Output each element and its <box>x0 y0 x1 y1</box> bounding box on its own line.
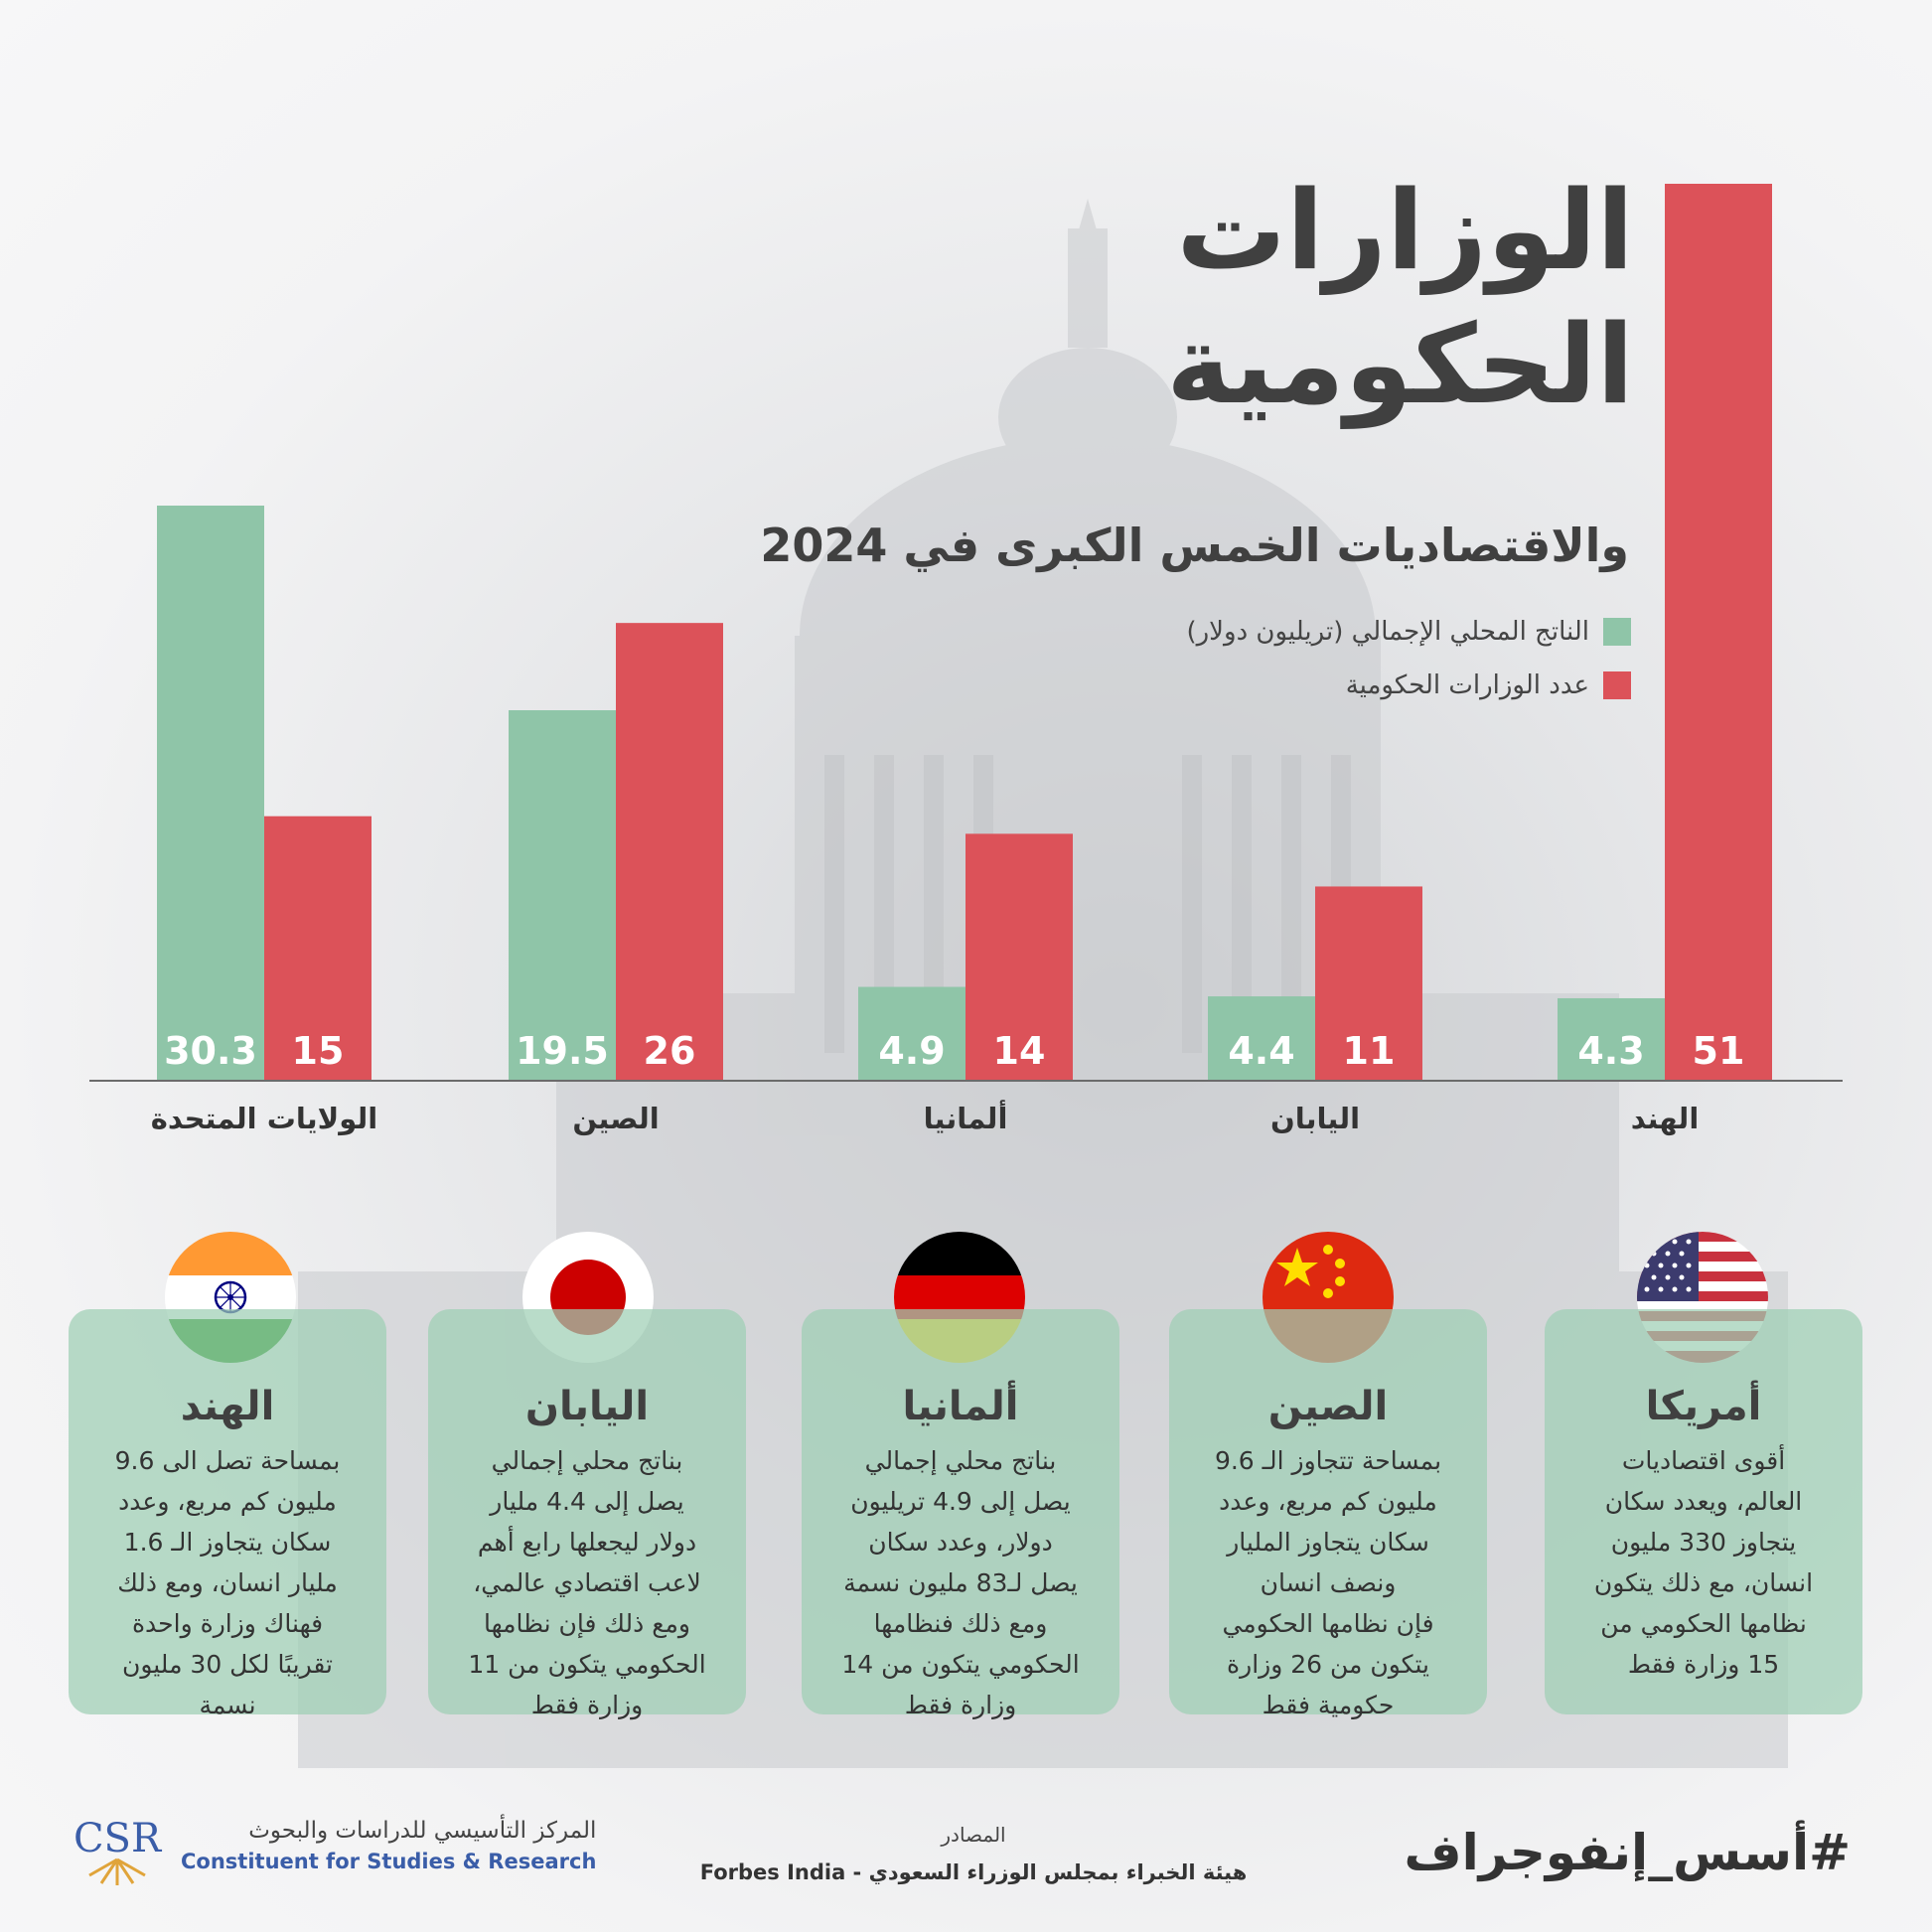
card-line: يصل إلى 4.9 تريليون <box>850 1487 1071 1516</box>
card-line: سكان يتجاوز المليار <box>1227 1528 1429 1557</box>
data-label-gdp-3: 4.4 <box>1228 1029 1294 1073</box>
category-label-4: الهند <box>1631 1102 1700 1135</box>
bar-gdp-0 <box>157 506 264 1080</box>
card-line: بناتج محلي إجمالي <box>864 1446 1057 1475</box>
data-label-ministries-2: 14 <box>993 1029 1046 1073</box>
card-line: فهناك وزارة واحدة <box>131 1609 324 1638</box>
card-line: نظامها الحكومي من <box>1600 1609 1807 1638</box>
data-label-gdp-2: 4.9 <box>878 1029 945 1073</box>
data-label-gdp-1: 19.5 <box>516 1029 609 1073</box>
bar-gdp-2 <box>858 986 966 1080</box>
data-label-gdp-4: 4.3 <box>1577 1029 1644 1073</box>
card-text: بناتج محلي إجمالي يصل إلى 4.9 تريليون دو… <box>827 1440 1094 1725</box>
organization-name: المركز التأسيسي للدراسات والبحوث Constit… <box>181 1818 596 1873</box>
card-line: نسمة <box>199 1691 256 1719</box>
legend-item-gdp: الناتج المحلي الإجمالي (تريليون دولار) <box>1186 616 1631 648</box>
card-line: تقريبًا لكل 30 مليون <box>121 1650 334 1679</box>
card-line: مليار انسان، ومع ذلك <box>117 1568 338 1597</box>
country-card-usa: أمريكا أقوى اقتصاديات العالم، ويعدد سكان… <box>1545 1309 1862 1714</box>
hashtag: #أسس_إنفوجراف <box>1404 1824 1852 1881</box>
data-label-gdp-0: 30.3 <box>164 1029 257 1073</box>
bar-ministries-2 <box>966 833 1073 1080</box>
card-line: الحكومي يتكون من 11 <box>468 1650 706 1679</box>
card-line: الحكومي يتكون من 14 <box>841 1650 1080 1679</box>
legend-swatch-ministries <box>1603 671 1631 699</box>
organization-name-ar: المركز التأسيسي للدراسات والبحوث <box>248 1818 597 1844</box>
data-label-ministries-0: 15 <box>292 1029 345 1073</box>
country-card-japan: اليابان بناتج محلي إجمالي يصل إلى 4.4 مل… <box>428 1309 746 1719</box>
data-label-ministries-4: 51 <box>1693 1029 1745 1073</box>
title-line-1: الوزارات <box>1176 167 1634 294</box>
card-title: ألمانيا <box>902 1384 1019 1429</box>
bar-gdp-4 <box>1558 997 1665 1080</box>
card-line: ومع ذلك فنظامها <box>873 1609 1048 1638</box>
card-line: مليون كم مربع، وعدد <box>1219 1487 1437 1516</box>
bar-ministries-3 <box>1315 886 1422 1080</box>
category-label-2: ألمانيا <box>924 1100 1008 1135</box>
legend-label-gdp: الناتج المحلي الإجمالي (تريليون دولار) <box>1186 617 1589 647</box>
chart-subtitle: والاقتصاديات الخمس الكبرى في 2024 <box>760 519 1629 572</box>
legend-item-ministries: عدد الوزارات الحكومية <box>1186 669 1631 701</box>
card-line: انسان، مع ذلك يتكون <box>1593 1568 1814 1597</box>
card-line: سكان يتجاوز الـ 1.6 <box>123 1528 332 1557</box>
title-line-2: الحكومية <box>1166 301 1634 428</box>
country-card-india: الهند بمساحة تصل الى 9.6 مليون كم مربع، … <box>69 1309 386 1719</box>
sources-text: هيئة الخبراء بمجلس الوزراء السعودي - For… <box>699 1860 1248 1884</box>
logo-text: CSR <box>74 1816 163 1861</box>
card-text: أقوى اقتصاديات العالم، ويعدد سكان يتجاوز… <box>1570 1440 1837 1685</box>
country-card-china: الصين بمساحة تتجاوز الـ 9.6 مليون كم مرب… <box>1169 1309 1487 1719</box>
card-line: بناتج محلي إجمالي <box>491 1446 683 1475</box>
card-text: بمساحة تتجاوز الـ 9.6 مليون كم مربع، وعد… <box>1195 1440 1461 1725</box>
card-title: اليابان <box>524 1384 650 1429</box>
card-line: حكومية فقط <box>1262 1691 1395 1719</box>
bar-chart: 30.3 15 الولايات المتحدة 19.5 26 الصين 4.9 14 أل… <box>89 184 1843 1135</box>
card-line: وزارة فقط <box>530 1691 644 1719</box>
bar-gdp-3 <box>1208 996 1315 1080</box>
card-line: لاعب اقتصادي عالمي، <box>473 1568 701 1597</box>
card-line: دولار، وعدد سكان <box>868 1528 1053 1557</box>
card-line: 15 وزارة فقط <box>1627 1650 1780 1679</box>
card-line: مليون كم مربع، وعدد <box>118 1487 337 1516</box>
sources-title: المصادر <box>941 1823 1006 1847</box>
card-line: يتكون من 26 وزارة <box>1227 1650 1429 1679</box>
card-line: العالم، ويعدد سكان <box>1604 1487 1803 1516</box>
chart-legend: الناتج المحلي الإجمالي (تريليون دولار) ع… <box>1186 616 1631 723</box>
card-line: أقوى اقتصاديات <box>1621 1446 1786 1475</box>
category-label-1: الصين <box>572 1102 659 1135</box>
card-title: أمريكا <box>1645 1384 1762 1429</box>
chart-title: الوزارات الحكومية <box>1166 164 1634 432</box>
card-text: بناتج محلي إجمالي يصل إلى 4.4 مليار دولا… <box>454 1440 720 1725</box>
bar-ministries-4 <box>1665 184 1772 1080</box>
sources: المصادر هيئة الخبراء بمجلس الوزراء السعو… <box>666 1823 1281 1884</box>
category-label-3: اليابان <box>1270 1102 1360 1135</box>
card-line: يصل لـ83 مليون نسمة <box>843 1568 1078 1597</box>
legend-swatch-gdp <box>1603 618 1631 646</box>
data-label-ministries-3: 11 <box>1343 1029 1396 1073</box>
category-label-0: الولايات المتحدة <box>151 1102 378 1135</box>
bar-ministries-0 <box>264 816 372 1080</box>
csr-logo: CSR <box>74 1816 163 1885</box>
card-text: بمساحة تصل الى 9.6 مليون كم مربع، وعدد س… <box>94 1440 361 1725</box>
organization-name-en: Constituent for Studies & Research <box>181 1850 597 1873</box>
card-line: وزارة فقط <box>904 1691 1017 1719</box>
card-line: يصل إلى 4.4 مليار <box>490 1487 684 1516</box>
card-line: يتجاوز 330 مليون <box>1610 1528 1797 1557</box>
card-line: دولار ليجعلها رابع أهم <box>477 1528 697 1557</box>
data-label-ministries-1: 26 <box>644 1029 696 1073</box>
bar-gdp-1 <box>509 710 616 1080</box>
bar-ministries-1 <box>616 623 723 1080</box>
legend-label-ministries: عدد الوزارات الحكومية <box>1345 670 1589 700</box>
card-title: الهند <box>180 1384 275 1429</box>
card-line: ونصف انسان <box>1260 1568 1397 1597</box>
card-line: بمساحة تتجاوز الـ 9.6 <box>1214 1446 1442 1475</box>
country-card-germany: ألمانيا بناتج محلي إجمالي يصل إلى 4.9 تر… <box>802 1309 1119 1719</box>
card-line: ومع ذلك فإن نظامها <box>484 1609 690 1638</box>
card-line: فإن نظامها الحكومي <box>1222 1609 1434 1638</box>
card-line: بمساحة تصل الى 9.6 <box>114 1446 341 1475</box>
card-title: الصين <box>1267 1384 1389 1429</box>
